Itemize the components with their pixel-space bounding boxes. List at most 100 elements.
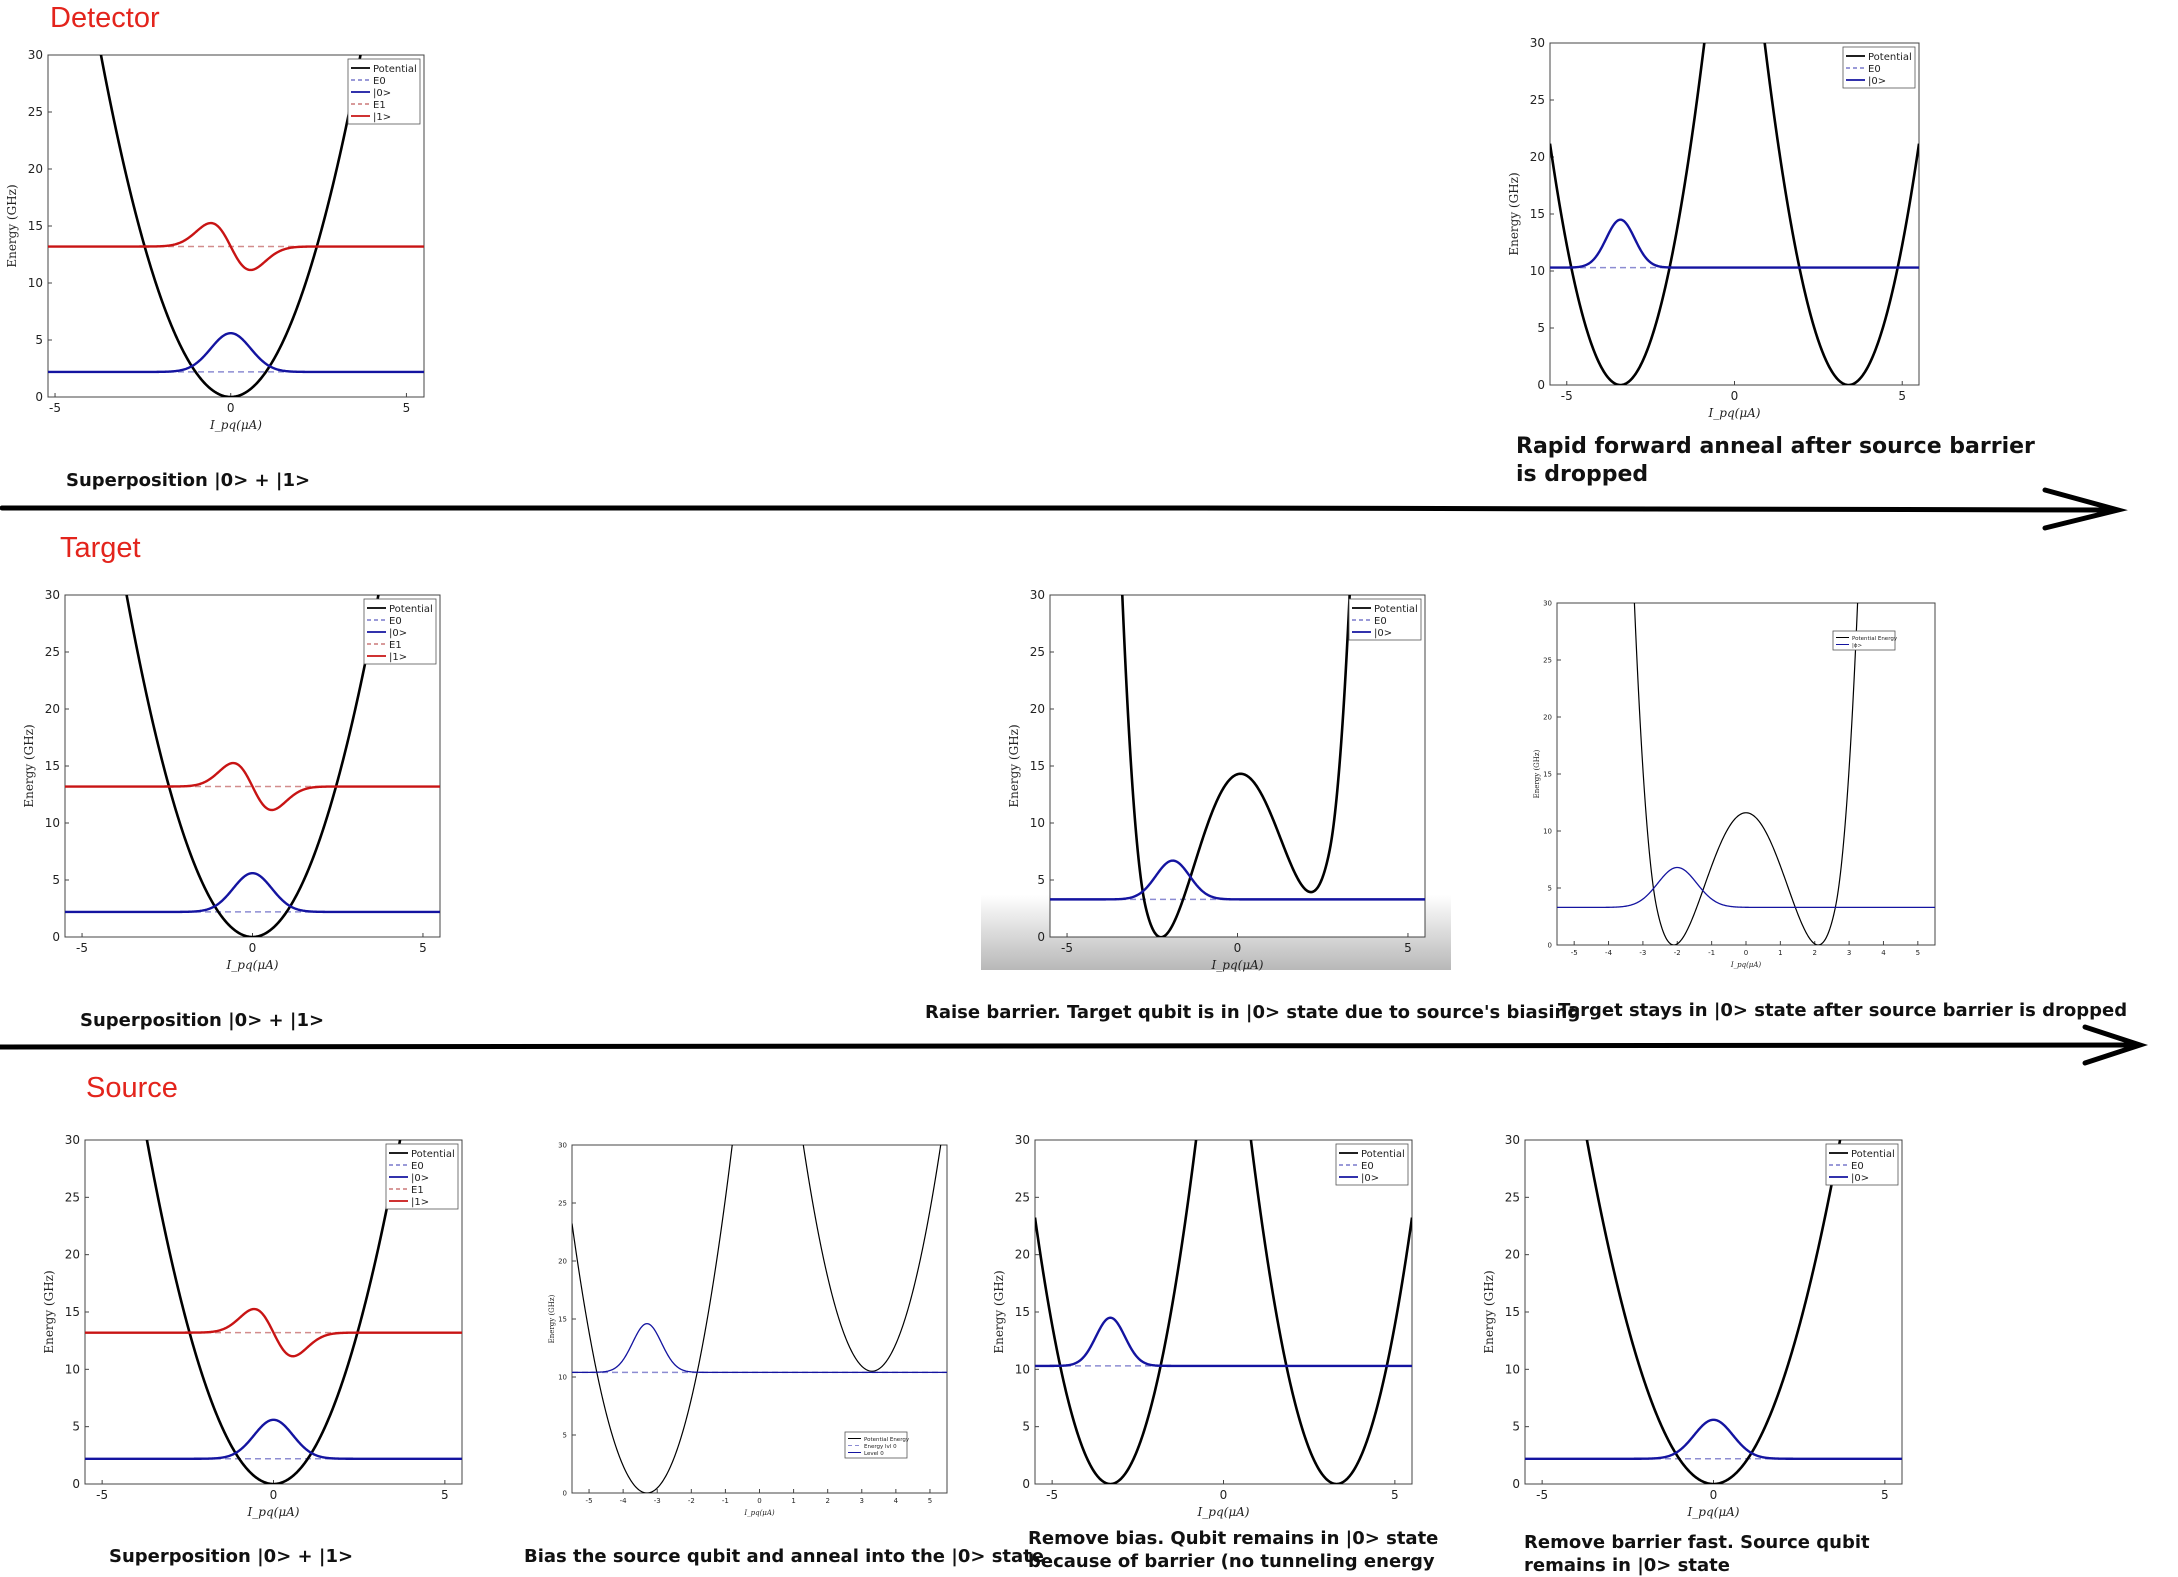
y-tick-label: 25: [65, 1190, 80, 1204]
x-tick-label: 2: [825, 1497, 829, 1505]
legend-box: [1832, 630, 1896, 651]
y-tick-label: 15: [28, 219, 43, 233]
y-tick-label: 20: [1505, 1248, 1520, 1262]
x-axis-label: I_pq(μA): [226, 958, 279, 972]
row-label-source: Source: [86, 1072, 178, 1104]
legend-label: Potential Energy: [864, 1437, 910, 1443]
y-tick-label: 20: [28, 162, 43, 176]
y-tick-label: 20: [1015, 1248, 1030, 1262]
y-tick-label: 20: [1030, 702, 1045, 716]
x-tick-label: 4: [1881, 949, 1886, 957]
legend-label: |0>: [373, 88, 391, 99]
plot-frame: [1556, 602, 1936, 946]
x-tick-label: 5: [403, 401, 411, 415]
y-tick-label: 25: [45, 645, 60, 659]
state-0-wavefunction: [65, 871, 440, 914]
legend-label: Potential Energy: [1852, 636, 1898, 642]
potential-curve: [1633, 603, 1859, 945]
state-0-wavefunction: [1525, 1418, 1902, 1460]
chart-detector-rapid-anneal: -5 0 5 0 5 10 15 20 25 30 I_pq(μA) Energy (GHz) Pote…: [1507, 36, 1920, 420]
potential-curve: [1550, 43, 1919, 385]
x-tick-label: 5: [1391, 1488, 1399, 1502]
state-0-wavefunction: [1050, 859, 1425, 901]
chart-source-remove-barrier: -5 0 5 0 5 10 15 20 25 30 I_pq(μA) Energy (GHz) Pote…: [1482, 1133, 1903, 1519]
y-axis-label: Energy (GHz): [1007, 724, 1021, 807]
legend-label: |0>: [1374, 628, 1392, 639]
y-tick-label: 15: [1543, 770, 1552, 778]
y-tick-label: 30: [1543, 599, 1552, 607]
y-tick-label: 30: [65, 1133, 80, 1147]
x-tick-label: -4: [1605, 949, 1613, 957]
potential-curve: [99, 55, 362, 397]
y-tick-label: 25: [28, 105, 43, 119]
detector-timeline-arrow: [0, 487, 2128, 531]
y-axis-label: Energy (GHz): [1482, 1270, 1496, 1353]
caption-detector-rapid-anneal: Rapid forward anneal after source barrie…: [1516, 434, 2035, 487]
y-tick-label: 25: [1543, 656, 1552, 664]
x-tick-label: -5: [1046, 1488, 1058, 1502]
state-0-wavefunction: [85, 1418, 462, 1460]
x-tick-label: 0: [249, 941, 257, 955]
row-label-target: Target: [60, 532, 141, 564]
legend-label: E1: [411, 1185, 424, 1196]
plot-area: [572, 1145, 947, 1493]
y-tick-label: 0: [35, 390, 43, 404]
x-tick-label: 5: [1898, 389, 1906, 403]
caption-detector-superposition: Superposition |0> + |1>: [66, 470, 311, 491]
plot-area: [1050, 595, 1425, 937]
x-tick-label: 5: [1916, 949, 1920, 957]
plot-frame: [1524, 1139, 1903, 1485]
legend-label: E0: [1361, 1161, 1374, 1172]
y-axis-label: Energy (GHz): [992, 1270, 1006, 1353]
x-tick-label: 0: [757, 1497, 761, 1505]
state-1-wavefunction: [85, 1307, 462, 1358]
y-tick-label: 30: [28, 48, 43, 62]
chart-target-raise-barrier: -5 0 5 0 5 10 15 20 25 30 I_pq(μA) Energy (GHz) Pote…: [1007, 588, 1426, 972]
y-tick-label: 20: [558, 1257, 567, 1265]
y-tick-label: 10: [1530, 264, 1545, 278]
y-tick-label: 10: [45, 816, 60, 830]
plot-area: [48, 55, 424, 397]
x-tick-label: -3: [1639, 949, 1646, 957]
y-tick-label: 5: [1512, 1420, 1520, 1434]
x-tick-label: -2: [1674, 949, 1681, 957]
x-tick-label: 0: [1234, 941, 1242, 955]
y-tick-label: 10: [1505, 1362, 1520, 1376]
legend-label: Energy lvl 0: [864, 1444, 897, 1450]
y-tick-label: 15: [65, 1305, 80, 1319]
chart-source-remove-bias: -5 0 5 0 5 10 15 20 25 30 I_pq(μA) Energy (GHz) Pote…: [992, 1133, 1413, 1519]
y-tick-label: 30: [558, 1141, 567, 1149]
y-tick-label: 5: [1037, 873, 1045, 887]
chart-detector-superposition: -5 0 5 0 5 10 15 20 25 30 I_pq(μA) Energy (GHz) Pote…: [5, 48, 425, 432]
plot-frame: [1034, 1139, 1413, 1485]
x-tick-label: 1: [1778, 949, 1782, 957]
y-axis-label: Energy (GHz): [1507, 172, 1521, 255]
legend-label: E0: [373, 76, 386, 87]
chart-target-superposition: -5 0 5 0 5 10 15 20 25 30 I_pq(μA) Energy (GHz) Pote…: [22, 588, 441, 972]
legend-label: Potential: [1361, 1149, 1405, 1160]
y-tick-label: 5: [1537, 321, 1545, 335]
legend-label: Potential: [389, 604, 433, 615]
x-tick-label: 5: [1881, 1488, 1889, 1502]
x-tick-label: 0: [1710, 1488, 1718, 1502]
chart-source-bias: -5 -4 -3 -2 -1 0 1 2 3 4 5 0 5 10 15 20 25 30 I_pq(μA) Ener…: [548, 1141, 948, 1517]
x-axis-label: I_pq(μA): [1197, 1505, 1250, 1519]
y-tick-label: 15: [1015, 1305, 1030, 1319]
x-axis-label: I_pq(μA): [247, 1505, 300, 1519]
chart-source-superposition: -5 0 5 0 5 10 15 20 25 30 I_pq(μA) Energy (GHz) Pote…: [42, 1133, 463, 1519]
state-0-wavefunction: [1557, 866, 1935, 909]
legend-label: E0: [411, 1161, 424, 1172]
legend-label: |0>: [1868, 76, 1886, 87]
y-axis-label: Energy (GHz): [42, 1270, 56, 1353]
potential-curve: [1120, 595, 1351, 937]
state-1-wavefunction: [65, 761, 440, 812]
y-tick-label: 10: [558, 1373, 567, 1381]
y-tick-label: 20: [65, 1248, 80, 1262]
legend-label: |1>: [389, 652, 407, 663]
y-tick-label: 0: [1548, 941, 1552, 949]
y-tick-label: 0: [1037, 930, 1045, 944]
x-tick-label: -3: [654, 1497, 661, 1505]
y-axis-label: Energy (GHz): [548, 1294, 556, 1343]
y-tick-label: 10: [1543, 827, 1552, 835]
